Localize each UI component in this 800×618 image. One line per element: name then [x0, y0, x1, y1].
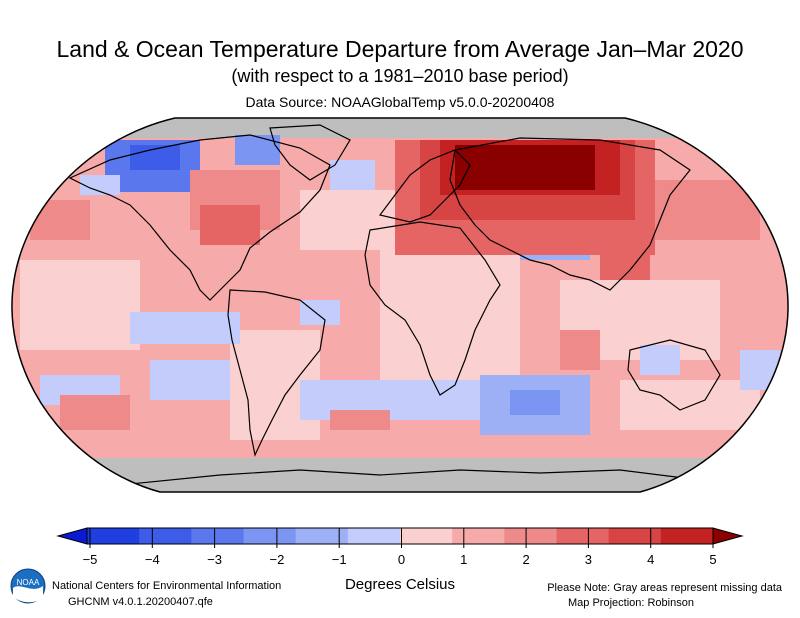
color-scale-tick-label: −5 — [83, 552, 98, 567]
anomaly-field — [11, 118, 789, 492]
continent-outlines — [68, 124, 761, 489]
color-scale-tick-label: −2 — [269, 552, 284, 567]
color-scale-left-arrow — [56, 527, 88, 545]
colorbar-label: Degrees Celsius — [344, 576, 456, 593]
color-scale-right-arrow — [712, 527, 744, 545]
greenland-outline — [269, 124, 351, 181]
map-subtitle: (with respect to a 1981–2010 base period… — [231, 66, 569, 86]
south-america-outline — [227, 289, 326, 457]
color-scale-bin — [139, 528, 192, 544]
color-scale-bin — [556, 528, 610, 544]
noaa-logo: NOAA — [10, 568, 46, 604]
noaa-logo-text: NOAA — [17, 578, 40, 587]
color-scale-tick-label: −1 — [332, 552, 347, 567]
color-scale-bin — [87, 528, 140, 544]
color-scale-bin — [400, 528, 453, 544]
color-scale-tick-label: 3 — [585, 552, 592, 567]
color-scale-bin — [243, 528, 297, 544]
europe-outline — [378, 149, 471, 223]
australia-outline — [627, 339, 721, 411]
color-scale-tick-label: 5 — [709, 552, 716, 567]
antarctica-outline — [119, 469, 761, 489]
center-name: National Centers for Environmental Infor… — [52, 580, 282, 592]
color-scale-tick-label: −4 — [145, 552, 160, 567]
color-scale-tick-label: 4 — [647, 552, 654, 567]
color-scale-bin — [347, 528, 401, 544]
color-scale-bin — [504, 528, 557, 544]
color-scale-swatches — [87, 528, 714, 544]
color-scale-bin — [660, 528, 714, 544]
color-scale-tick-label: 2 — [522, 552, 529, 567]
color-scale-tick-label: 0 — [398, 552, 405, 567]
missing-data-note: Please Note: Gray areas represent missin… — [547, 582, 782, 594]
africa-outline — [364, 221, 501, 396]
color-scale-tick-label: 1 — [460, 552, 467, 567]
color-scale-bin — [295, 528, 349, 544]
projection-note: Map Projection: Robinson — [568, 597, 694, 609]
temperature-anomaly-map — [11, 117, 789, 493]
globe-border — [11, 117, 789, 493]
dataset-version: GHCNM v4.0.1.20200407.qfe — [68, 596, 213, 608]
color-scale-bin — [191, 528, 244, 544]
asia-outline — [449, 137, 691, 291]
color-scale-bin — [608, 528, 662, 544]
color-scale-tick-label: −3 — [207, 552, 222, 567]
color-scale-ticks: −5 −4 −3 −2 −1 0 1 2 3 4 5 — [83, 528, 717, 567]
data-source: Data Source: NOAAGlobalTemp v5.0.0-20200… — [245, 94, 555, 110]
color-scale-bin — [452, 528, 505, 544]
map-title: Land & Ocean Temperature Departure from … — [56, 36, 744, 62]
color-scale-bar: −5 −4 −3 −2 −1 0 1 2 3 4 5 — [56, 527, 744, 567]
north-america-outline — [68, 134, 331, 301]
